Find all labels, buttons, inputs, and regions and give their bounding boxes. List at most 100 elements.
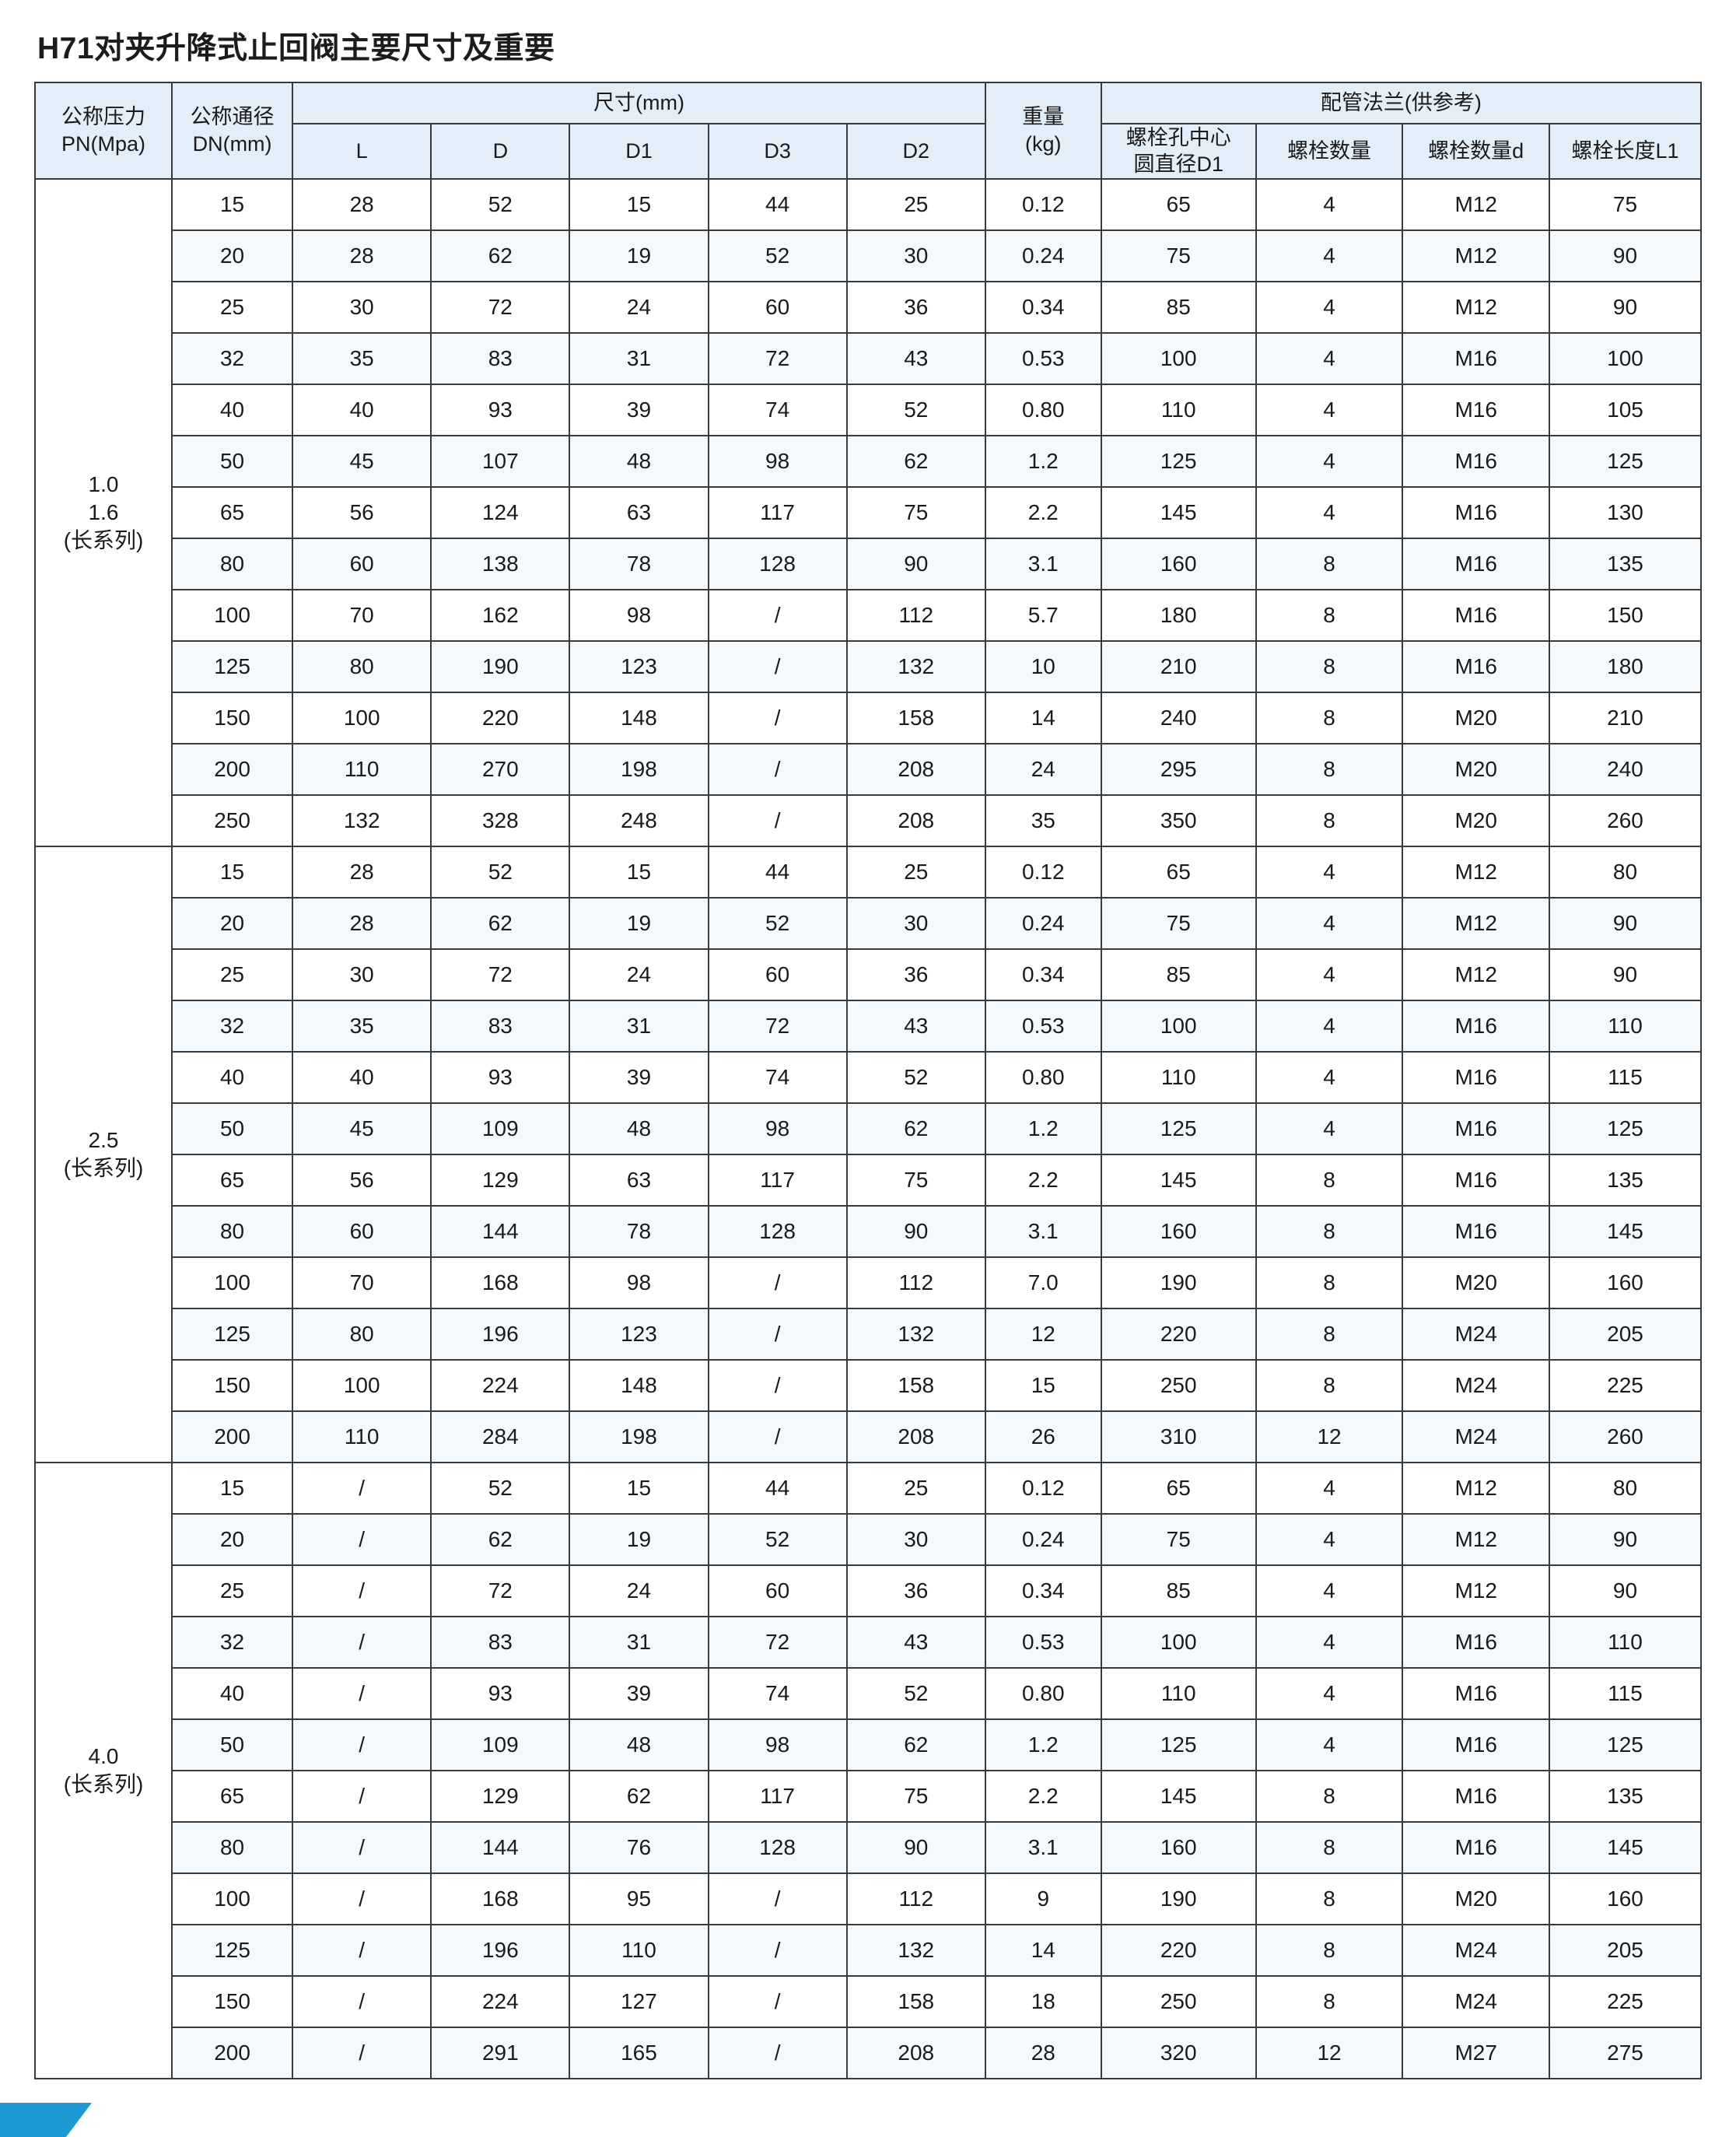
cell-L: 60 (292, 1204, 432, 1258)
cell-D3: 44 (707, 845, 848, 899)
cell-bolt-circle: 85 (1100, 1564, 1257, 1617)
cell-dn: 32 (171, 331, 294, 385)
cell-dn: 125 (171, 1923, 294, 1977)
cell-D2: 52 (845, 383, 986, 436)
cell-dn: 65 (171, 1153, 294, 1207)
cell-bolt-length: 80 (1548, 845, 1703, 899)
cell-bolt-circle: 145 (1100, 1153, 1257, 1207)
cell-bolt-circle: 110 (1100, 383, 1257, 436)
cell-bolt-length: 80 (1548, 1461, 1703, 1515)
cell-bolt-circle: 190 (1100, 1256, 1257, 1309)
cell-D1: 39 (569, 1050, 709, 1104)
cell-D3: 72 (707, 1615, 848, 1669)
cell-D3: / (707, 691, 848, 744)
cell-D: 52 (430, 1461, 571, 1515)
cell-D2: 208 (845, 793, 986, 847)
cell-bolt-circle: 250 (1100, 1974, 1257, 2028)
cell-dn: 100 (171, 588, 294, 642)
cell-D2: 30 (845, 229, 986, 282)
header-weight: 重量 (kg) (984, 81, 1102, 180)
cell-bolt-length: 135 (1548, 1769, 1703, 1823)
cell-bolt-size: M20 (1402, 1872, 1550, 1925)
table-row: 80 60 144 78 128 90 3.1 160 8 M16 145 (35, 1204, 1703, 1258)
header-bolt-size: 螺栓数量d (1402, 122, 1550, 180)
cell-D3: 117 (707, 485, 848, 539)
cell-weight: 35 (984, 793, 1102, 847)
cell-D: 224 (430, 1974, 571, 2028)
cell-L: / (292, 1923, 432, 1977)
page-container: H71对夹升降式止回阀主要尺寸及重要 公称压力 PN(Mpa) 公称通径 DN(… (33, 32, 1703, 2079)
cell-weight: 5.7 (984, 588, 1102, 642)
cell-D2: 36 (845, 948, 986, 1001)
cell-bolt-size: M16 (1402, 1204, 1550, 1258)
cell-bolt-count: 4 (1255, 1050, 1404, 1104)
table-row: 50/109 48 98 62 1.2 125 4 M16 125 (35, 1718, 1703, 1771)
cell-D3: 98 (707, 1102, 848, 1155)
cell-bolt-count: 8 (1255, 639, 1404, 693)
cell-bolt-length: 110 (1548, 999, 1703, 1053)
table-row: 200/291 165/208 28 320 12 M27 275 (35, 2026, 1703, 2079)
cell-bolt-count: 4 (1255, 999, 1404, 1053)
table-row: 80/144 76 128 90 3.1 160 8 M16 145 (35, 1820, 1703, 1874)
cell-D2: 25 (845, 1461, 986, 1515)
cell-D1: 15 (569, 845, 709, 899)
cell-D3: 52 (707, 896, 848, 950)
cell-bolt-length: 125 (1548, 1102, 1703, 1155)
header-flange-group: 配管法兰(供参考) (1100, 81, 1703, 124)
cell-L: / (292, 1512, 432, 1566)
cell-weight: 14 (984, 691, 1102, 744)
cell-D1: 198 (569, 1410, 709, 1463)
cell-dn: 200 (171, 742, 294, 796)
cell-D3: / (707, 2026, 848, 2079)
cell-D2: 112 (845, 1256, 986, 1309)
cell-L: 28 (292, 177, 432, 231)
cell-D1: 123 (569, 1307, 709, 1361)
cell-weight: 15 (984, 1358, 1102, 1412)
cell-D3: 128 (707, 537, 848, 590)
cell-L: 45 (292, 1102, 432, 1155)
cell-bolt-count: 4 (1255, 485, 1404, 539)
header-L: L (292, 122, 432, 180)
cell-bolt-size: M12 (1402, 229, 1550, 282)
cell-bolt-count: 4 (1255, 1718, 1404, 1771)
cell-bolt-count: 4 (1255, 383, 1404, 436)
cell-bolt-size: M16 (1402, 1102, 1550, 1155)
header-D1: D1 (569, 122, 709, 180)
cell-weight: 0.53 (984, 999, 1102, 1053)
cell-bolt-circle: 310 (1100, 1410, 1257, 1463)
cell-D1: 48 (569, 1102, 709, 1155)
cell-L: / (292, 1666, 432, 1720)
cell-bolt-count: 4 (1255, 845, 1404, 899)
cell-weight: 0.34 (984, 1564, 1102, 1617)
cell-D3: / (707, 1872, 848, 1925)
cell-bolt-size: M16 (1402, 1769, 1550, 1823)
cell-L: 100 (292, 691, 432, 744)
cell-weight: 26 (984, 1410, 1102, 1463)
corner-decoration (0, 2103, 92, 2137)
cell-dn: 15 (171, 1461, 294, 1515)
cell-D: 144 (430, 1820, 571, 1874)
cell-bolt-circle: 190 (1100, 1872, 1257, 1925)
cell-D: 109 (430, 1718, 571, 1771)
cell-D2: 208 (845, 1410, 986, 1463)
cell-D: 62 (430, 229, 571, 282)
cell-dn: 20 (171, 1512, 294, 1566)
header-row-sub: L D D1 D3 D2 螺栓孔中心 圆直径D1 螺栓数量 螺栓数量d 螺栓长度… (35, 122, 1703, 180)
cell-bolt-count: 8 (1255, 1872, 1404, 1925)
cell-dn: 25 (171, 1564, 294, 1617)
cell-D: 93 (430, 1050, 571, 1104)
cell-L: 70 (292, 1256, 432, 1309)
table-header: 公称压力 PN(Mpa) 公称通径 DN(mm) 尺寸(mm) 重量 (kg) … (33, 81, 1703, 180)
cell-weight: 0.80 (984, 1050, 1102, 1104)
cell-D: 138 (430, 537, 571, 590)
table-row: 32/83 31 72 43 0.53 100 4 M16 110 (35, 1615, 1703, 1669)
cell-L: 60 (292, 537, 432, 590)
cell-D3: 128 (707, 1204, 848, 1258)
cell-L: 40 (292, 1050, 432, 1104)
cell-L: 40 (292, 383, 432, 436)
cell-D3: 60 (707, 280, 848, 334)
cell-D1: 248 (569, 793, 709, 847)
cell-bolt-circle: 125 (1100, 434, 1257, 488)
cell-dn: 150 (171, 1358, 294, 1412)
table-row: 200 110 284 198/208 26 310 12 M24 260 (35, 1410, 1703, 1463)
